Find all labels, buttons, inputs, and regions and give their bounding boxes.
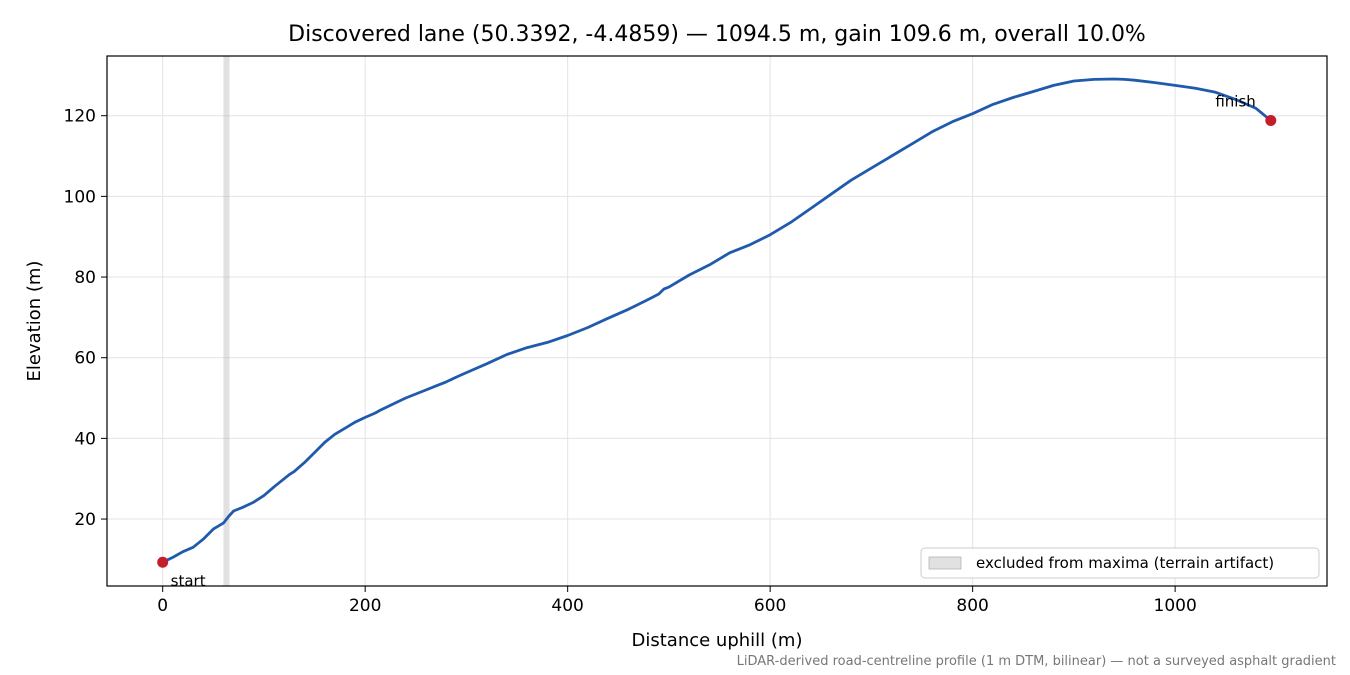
y-tick-label: 40	[74, 429, 96, 449]
x-axis-ticks: 0 200 400 600 800 1000	[157, 586, 1197, 616]
y-tick-label: 120	[64, 107, 96, 127]
y-tick-label: 100	[64, 187, 96, 207]
y-tick-label: 60	[74, 349, 96, 369]
legend-box	[920, 547, 1320, 579]
elevation-line	[162, 77, 1272, 564]
y-axis-ticks: 20 40 60 80 100 120	[64, 107, 107, 530]
y-tick-label: 20	[74, 510, 96, 530]
x-tick-label: 600	[754, 596, 786, 616]
start-label: start	[171, 572, 206, 590]
x-tick-label: 0	[157, 596, 168, 616]
legend-swatch	[928, 556, 962, 570]
x-tick-label: 400	[551, 596, 583, 616]
excluded-band	[223, 56, 230, 586]
start-marker	[157, 556, 169, 568]
legend-label: excluded from maxima (terrain artifact)	[976, 554, 1274, 572]
x-tick-label: 800	[956, 596, 988, 616]
chart-title: Discovered lane (50.3392, -4.4859) — 109…	[288, 22, 1146, 47]
x-tick-label: 1000	[1154, 596, 1197, 616]
y-tick-label: 80	[74, 268, 96, 288]
plot-frame	[106, 55, 1328, 587]
legend: excluded from maxima (terrain artifact)	[920, 547, 1320, 579]
finish-marker	[1265, 115, 1277, 127]
x-tick-label: 200	[349, 596, 381, 616]
caption: LiDAR-derived road-centreline profile (1…	[737, 654, 1336, 669]
finish-label: finish	[1215, 93, 1255, 111]
x-axis-label: Distance uphill (m)	[632, 630, 803, 651]
y-axis-label: Elevation (m)	[24, 261, 45, 382]
grid	[107, 56, 1327, 586]
endpoint-markers: start finish	[157, 93, 1277, 590]
